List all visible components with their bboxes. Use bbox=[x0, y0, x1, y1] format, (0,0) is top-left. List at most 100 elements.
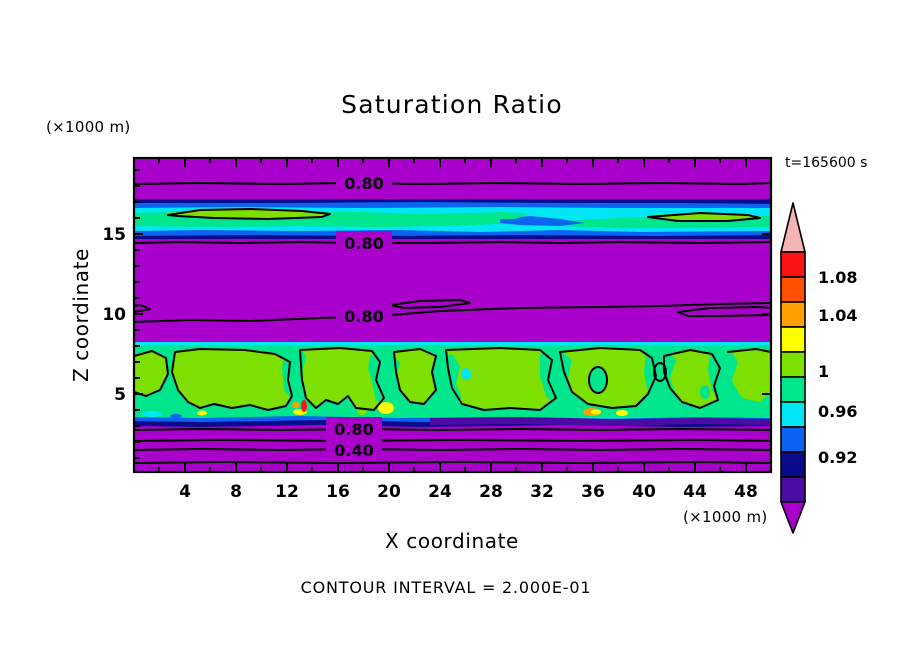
contour-island-b bbox=[653, 362, 667, 382]
x-tick-label-7: 32 bbox=[530, 482, 554, 502]
page-title: Saturation Ratio bbox=[341, 90, 563, 119]
contour-patch-d bbox=[393, 348, 437, 405]
contour-label-080-upper: 0.80 bbox=[344, 234, 383, 253]
colorbar-under-cap bbox=[780, 501, 806, 534]
y-tick-labels: 5 10 15 bbox=[102, 225, 126, 405]
island-098-c bbox=[700, 385, 710, 399]
hotspot-yellow-b bbox=[591, 409, 601, 415]
contour-label-080-mid: 0.80 bbox=[344, 307, 383, 326]
x-tick-label-3: 16 bbox=[326, 482, 350, 502]
plot-area: 0.80 0.80 0.80 0.80 0.40 bbox=[132, 156, 773, 474]
contour-label-080-bottom: 0.80 bbox=[334, 420, 373, 439]
x-axis-title: X coordinate bbox=[385, 529, 519, 553]
finger-098-a bbox=[368, 352, 402, 408]
hotspot-yellow-d bbox=[197, 410, 207, 416]
contour-line-080-top bbox=[134, 182, 771, 185]
colorbar-cell-6 bbox=[780, 351, 806, 378]
contour-patch-e bbox=[445, 347, 557, 411]
island-098-a bbox=[589, 367, 607, 393]
x-tick-label-8: 36 bbox=[581, 482, 605, 502]
x-axis-unit-label: (×1000 m) bbox=[683, 508, 768, 526]
contour-label-040-bottom: 0.40 bbox=[334, 441, 373, 460]
contour-line-080-mid bbox=[134, 302, 771, 323]
contour-patch-g bbox=[663, 349, 721, 409]
contour-loop-right-mid bbox=[677, 306, 771, 317]
clabel-bg-3 bbox=[336, 304, 392, 326]
patch-100-b bbox=[134, 351, 168, 396]
contour-label-group: 0.80 0.80 0.80 0.80 0.40 bbox=[326, 171, 392, 460]
contour-loop-left-mid bbox=[134, 304, 151, 313]
colorbar-cell-3 bbox=[780, 426, 806, 453]
y-axis-ticks bbox=[134, 169, 771, 459]
core-100-upper-left bbox=[165, 209, 330, 219]
core-mid-upper bbox=[455, 212, 530, 220]
colorbar-label-104: 1.04 bbox=[818, 306, 857, 325]
x-tick-label-11: 48 bbox=[734, 482, 758, 502]
patch-100-f bbox=[560, 348, 656, 408]
speck-cyan-left bbox=[142, 411, 162, 417]
colorbar-cell-2 bbox=[780, 451, 806, 478]
colorbar-cell-4 bbox=[780, 401, 806, 428]
colorbar-label-092: 0.92 bbox=[818, 448, 857, 467]
y-tick-label-1: 10 bbox=[102, 305, 126, 325]
y-axis-title: Z coordinate bbox=[69, 248, 93, 382]
contour-core-upper-right bbox=[647, 212, 761, 222]
patch-100-d bbox=[394, 349, 436, 404]
band-090-lower bbox=[430, 417, 771, 426]
x-tick-label-2: 12 bbox=[275, 482, 299, 502]
colorbar-label-108: 1.08 bbox=[818, 268, 857, 287]
finger-098-c bbox=[540, 350, 574, 406]
contour-patch-c bbox=[299, 347, 385, 411]
contour-line-080-bottom bbox=[134, 428, 771, 431]
x-tick-label-0: 4 bbox=[179, 482, 191, 502]
footer-note: CONTOUR INTERVAL = 2.000E-01 bbox=[301, 578, 592, 597]
colorbar-cell-8 bbox=[780, 301, 806, 328]
colorbar-label-100: 1 bbox=[818, 362, 829, 381]
contour-core-upper-left bbox=[167, 208, 331, 220]
patch-100-e bbox=[446, 348, 556, 410]
contour-patch-f bbox=[559, 347, 657, 409]
contour-island-a bbox=[588, 366, 608, 394]
clabel-bg-5 bbox=[326, 438, 382, 460]
contour-line-aux-b bbox=[134, 461, 771, 464]
contour-loop-mid bbox=[389, 299, 471, 309]
clabel-bg-4 bbox=[326, 417, 382, 439]
contour-line-040-bottom bbox=[134, 448, 771, 451]
x-tick-labels: 4 8 12 16 20 24 28 32 36 40 44 48 bbox=[179, 482, 758, 502]
contour-line-080-upper bbox=[134, 241, 771, 244]
hotspot-yellow-c bbox=[616, 410, 628, 416]
filled-contour-field: 0.80 0.80 0.80 0.80 0.40 bbox=[134, 158, 771, 472]
x-tick-label-10: 44 bbox=[683, 482, 707, 502]
hotspot-orange-b bbox=[292, 402, 300, 408]
hotspot-red-a bbox=[301, 400, 307, 412]
clabel-bg-2 bbox=[336, 231, 392, 253]
colorbar-cell-5 bbox=[780, 376, 806, 403]
band-inner-blue-notch bbox=[500, 216, 585, 226]
x-tick-label-9: 40 bbox=[632, 482, 656, 502]
y-axis-unit-label: (×1000 m) bbox=[46, 118, 131, 136]
hotspot-green-e bbox=[357, 409, 367, 415]
x-tick-label-4: 20 bbox=[377, 482, 401, 502]
colorbar-cell-1 bbox=[780, 476, 806, 503]
colorbar-cell-10 bbox=[780, 251, 806, 278]
colorbar-label-096: 0.96 bbox=[818, 402, 857, 421]
colorbar-cell-7 bbox=[780, 326, 806, 353]
speck-blue-left bbox=[170, 414, 182, 418]
hotspot-yellow-e bbox=[378, 402, 394, 414]
x-axis-ticks bbox=[158, 158, 747, 472]
island-096-a bbox=[461, 368, 471, 380]
contour-lines bbox=[134, 182, 771, 464]
patch-100-a bbox=[172, 349, 292, 410]
x-tick-label-1: 8 bbox=[230, 482, 242, 502]
x-tick-label-5: 24 bbox=[428, 482, 452, 502]
contour-patch-b bbox=[134, 350, 169, 397]
x-tick-label-6: 28 bbox=[479, 482, 503, 502]
contour-line-aux-a bbox=[134, 439, 771, 442]
y-tick-label-0: 5 bbox=[114, 385, 126, 405]
patch-100-c bbox=[300, 348, 384, 410]
time-annotation: t=165600 s bbox=[785, 155, 867, 171]
contour-label-080-top: 0.80 bbox=[344, 174, 383, 193]
colorbar: 1.08 1.04 1 0.96 0.92 bbox=[780, 202, 857, 534]
contour-patch-a bbox=[171, 348, 293, 411]
